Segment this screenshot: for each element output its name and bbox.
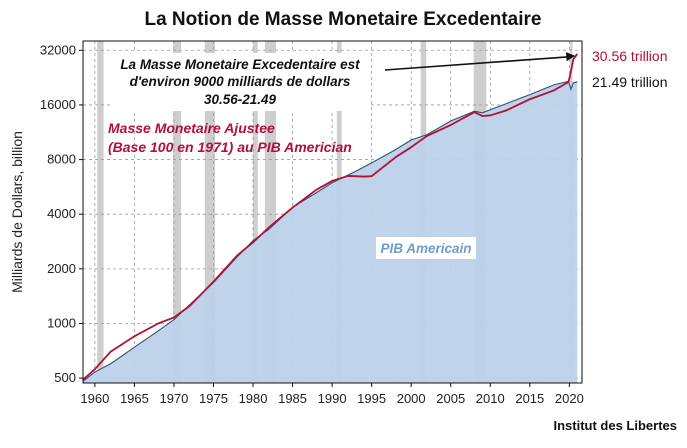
gdp-line — [82, 80, 578, 382]
chart-title: La Notion de Masse Monetaire Excedentair… — [144, 9, 541, 30]
arrow-annotation — [384, 52, 576, 71]
x-tick-label: 2010 — [476, 391, 505, 406]
x-tick-label: 1980 — [239, 391, 268, 406]
end-value-money: 30.56 trillion — [592, 48, 668, 64]
recession-band — [173, 41, 182, 383]
x-tick-label: 2000 — [397, 391, 426, 406]
gdp-area — [83, 81, 578, 384]
x-axis-ticks: 1960 1965 1970 1975 1980 1985 1990 1995 2000 2005… — [80, 383, 584, 406]
recession-band — [97, 41, 104, 383]
y-tick-label: 8000 — [47, 152, 76, 167]
arrow-head — [565, 52, 576, 62]
y-axis-ticks: 500 1000 2000 4000 8000 16000 32000 — [40, 42, 83, 385]
x-tick-label: 1975 — [199, 391, 228, 406]
gdp-label: PIB Americain — [380, 241, 471, 256]
x-tick-label: 1985 — [278, 391, 307, 406]
y-tick-label: 4000 — [47, 206, 76, 221]
gdp-label-box — [376, 237, 476, 259]
y-tick-label: 500 — [54, 370, 76, 385]
recession-band — [253, 41, 258, 383]
x-tick-label: 2020 — [555, 391, 584, 406]
recession-band — [204, 41, 216, 383]
x-tick-label: 1970 — [159, 391, 188, 406]
money-label-line-2: (Base 100 en 1971) au PIB Americian — [108, 139, 352, 155]
x-tick-label: 1965 — [120, 391, 149, 406]
x-tick-label: 2015 — [515, 391, 544, 406]
money-line — [82, 53, 578, 381]
arrow-annotation-box — [112, 53, 370, 111]
arrow-annotation-line-2: d'environ 9000 milliards de dollars — [130, 74, 351, 89]
arrow-annotation-line-3: 30.56-21.49 — [204, 92, 277, 107]
x-tick-label: 2005 — [436, 391, 465, 406]
x-tick-label: 1960 — [80, 391, 109, 406]
x-tick-label: 1990 — [318, 391, 347, 406]
y-tick-label: 1000 — [47, 315, 76, 330]
y-tick-label: 2000 — [47, 261, 76, 276]
x-tick-label: 1995 — [357, 391, 386, 406]
arrow-shaft — [384, 56, 568, 71]
y-tick-label: 32000 — [40, 42, 76, 57]
arrow-annotation-line-1: La Masse Monetaire Excedentaire est — [120, 57, 360, 72]
recession-band — [264, 41, 276, 383]
end-value-gdp: 21.49 trillion — [592, 74, 668, 90]
y-tick-label: 16000 — [40, 97, 76, 112]
credit-text: Institut des Libertes — [553, 418, 677, 433]
y-axis-label: Milliards de Dollars, billion — [9, 131, 25, 293]
series-layer — [82, 53, 578, 384]
money-label-line-1: Masse Monetaire Ajustee — [108, 120, 275, 136]
